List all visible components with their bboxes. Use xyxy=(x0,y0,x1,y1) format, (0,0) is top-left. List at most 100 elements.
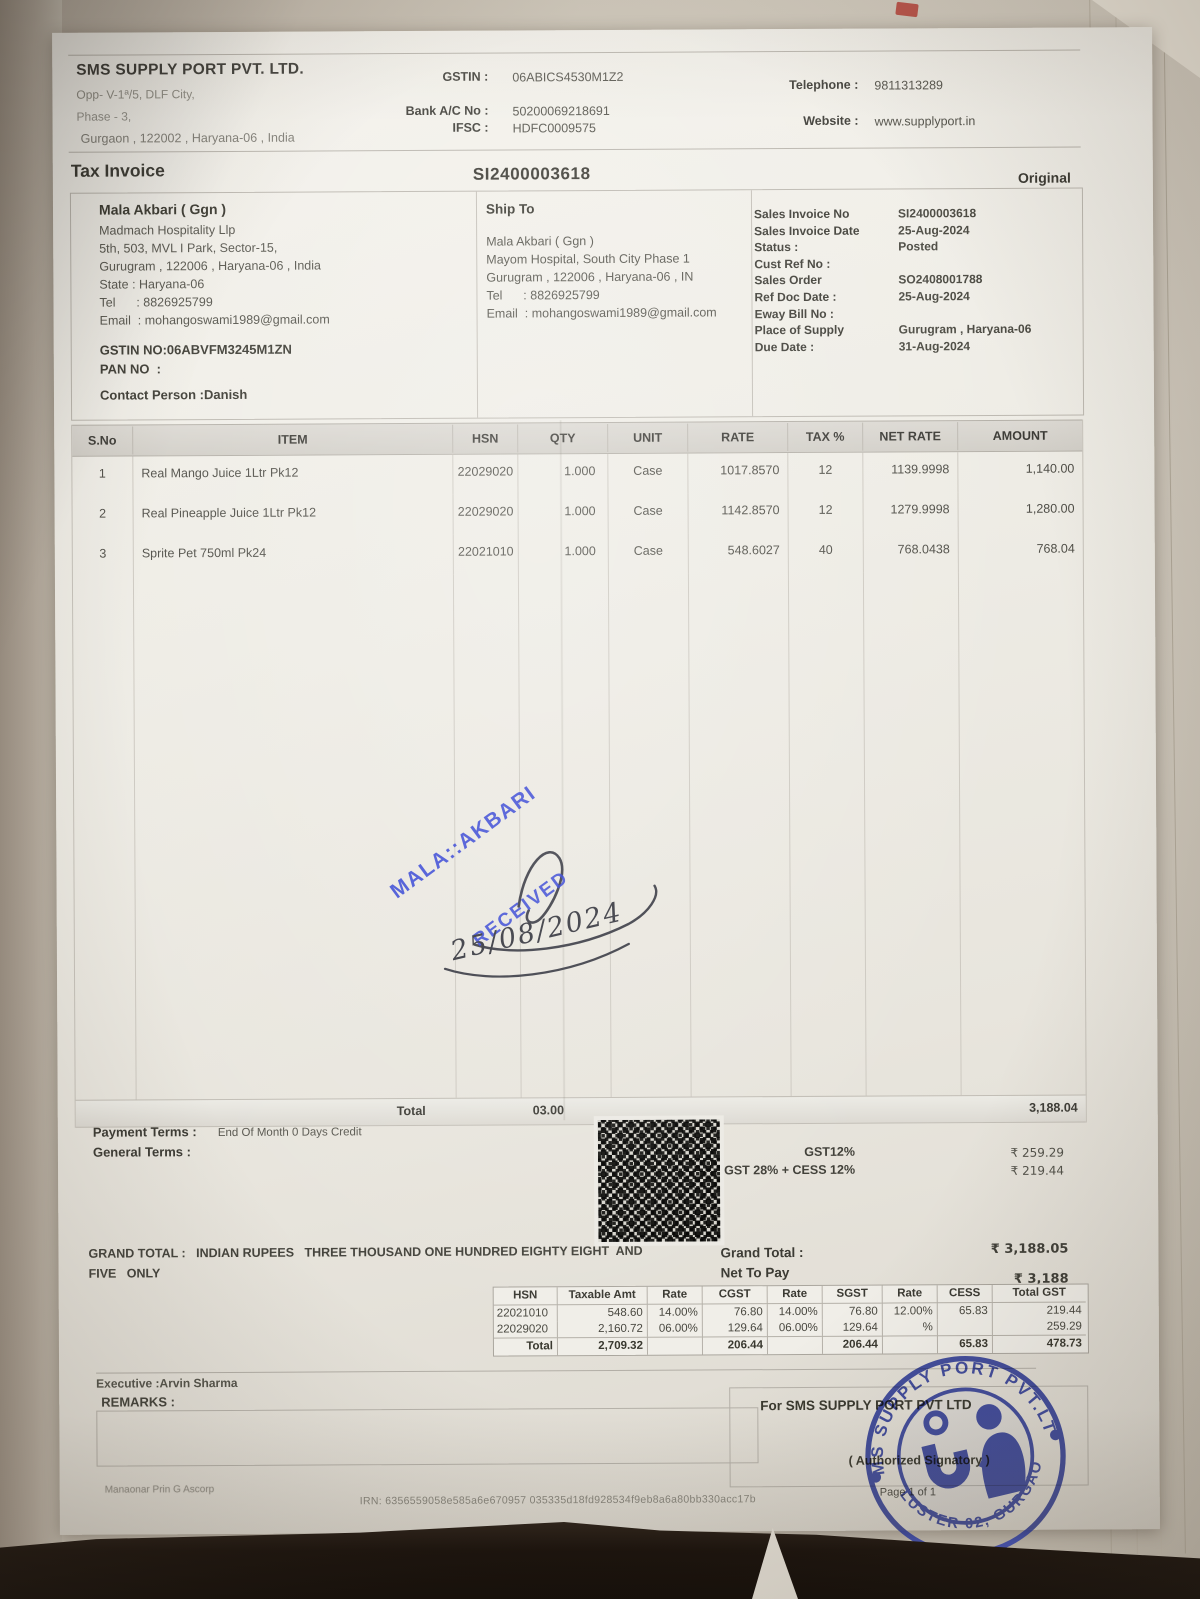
meta-value: Gurugram , Haryana-06 xyxy=(898,321,1032,337)
payment-terms-value: End Of Month 0 Days Credit xyxy=(217,1126,362,1140)
ship-to-line: Mayom Hospital, South City Phase 1 xyxy=(486,251,690,267)
bank-account-value: 50200069218691 xyxy=(512,103,610,119)
tax-col-rate: Rate xyxy=(766,1285,822,1305)
meta-label: Cust Ref No : xyxy=(754,256,831,271)
divider xyxy=(750,190,754,417)
meta-row: Ref Doc Date : 25-Aug-2024 xyxy=(754,287,1078,305)
invoice-meta-block: Sales Invoice No SI2400003618 Sales Invoi… xyxy=(754,205,1079,356)
tax-cell: 219.44 xyxy=(991,1302,1086,1319)
tax-cell-total-label: Total xyxy=(493,1337,558,1356)
cell-tax: 40 xyxy=(787,532,863,574)
items-table-header: S.No ITEM HSN QTY UNIT RATE TAX % NET RA… xyxy=(72,419,1083,457)
cell-hsn: 22029020 xyxy=(452,494,518,535)
bill-to-tel: Tel : 8826925799 xyxy=(99,295,213,310)
executive-name: Executive :Arvin Sharma xyxy=(96,1375,238,1391)
meta-label: Sales Invoice No xyxy=(753,206,850,222)
cell-rate: 548.6027 xyxy=(687,533,788,574)
grand-total-value: ₹ 3,188.05 xyxy=(990,1241,1069,1257)
cell-item: Real Mango Juice 1Ltr Pk12 xyxy=(132,454,453,497)
qr-code xyxy=(593,1115,725,1247)
cell-sno: 3 xyxy=(99,546,107,561)
tax-cell: 206.44 xyxy=(701,1336,768,1355)
grand-total-words-line1: GRAND TOTAL : INDIAN RUPEES THREE THOUSA… xyxy=(88,1243,643,1261)
tax-cell: 206.44 xyxy=(821,1335,883,1354)
company-address-line: Gurgaon , 122002 , Haryana-06 , India xyxy=(80,130,295,146)
ship-to-line: Gurugram , 122006 , Haryana-06 , IN xyxy=(486,269,694,285)
meta-row: Sales Order SO2408001788 xyxy=(754,271,1078,289)
cell-amount: 768.04 xyxy=(957,531,1083,573)
cell-sno: 2 xyxy=(99,506,107,521)
meta-row: Place of Supply Gurugram , Haryana-06 xyxy=(755,321,1079,339)
stamp-dot-left xyxy=(870,1472,882,1483)
remarks-label: REMARKS : xyxy=(101,1394,175,1410)
company-address-line: Phase - 3, xyxy=(76,109,132,124)
meta-value: Posted xyxy=(898,239,939,254)
bill-to-gstin: GSTIN NO:06ABVFM3245M1ZN xyxy=(99,341,292,358)
items-table: S.No ITEM HSN QTY UNIT RATE TAX % NET RA… xyxy=(71,419,1087,1128)
gst-line2-amount: ₹ 219.44 xyxy=(1010,1163,1065,1178)
tax-cell: 12.00% xyxy=(881,1303,937,1320)
items-total-row: Total 03.00 3,188.04 xyxy=(75,1094,1086,1128)
bill-to-line: 5th, 503, MVL I Park, Sector-15, xyxy=(99,240,278,256)
bank-account-label: Bank A/C No : xyxy=(405,103,489,119)
cell-netrate: 768.0438 xyxy=(862,532,958,573)
meta-row: Status : Posted xyxy=(754,238,1078,256)
cell-unit: Case xyxy=(607,533,688,574)
gst-line2-label: GST 28% + CESS 12% xyxy=(724,1162,856,1178)
divider xyxy=(475,191,479,418)
col-header-tax: TAX % xyxy=(787,422,863,452)
bill-to-pan: PAN NO : xyxy=(99,361,162,377)
tax-col-totalgst: Total GST xyxy=(991,1284,1086,1303)
spacer xyxy=(791,1097,866,1123)
gst-line1-amount: ₹ 259.29 xyxy=(1010,1145,1064,1160)
meta-label: Eway Bill No : xyxy=(754,306,834,321)
tax-cell: 06.00% xyxy=(646,1320,702,1337)
gst-line1-label: GST12% xyxy=(804,1144,855,1159)
tax-cell: 14.00% xyxy=(646,1304,702,1321)
company-name: SMS SUPPLY PORT PVT. LTD. xyxy=(76,60,305,79)
meta-row: Sales Invoice Date 25-Aug-2024 xyxy=(754,221,1078,239)
spacer xyxy=(456,1098,521,1124)
meta-label: Due Date : xyxy=(754,339,815,354)
cell-rate: 1142.8570 xyxy=(687,493,788,534)
tax-cell: 65.83 xyxy=(936,1302,992,1320)
payment-terms-label: Payment Terms : xyxy=(92,1124,197,1140)
telephone-value: 9811313289 xyxy=(874,78,943,93)
ship-to-heading: Ship To xyxy=(485,201,535,217)
col-header-unit: UNIT xyxy=(607,423,688,452)
item-row: 3 Sprite Pet 750ml Pk24 22021010 1.000 C… xyxy=(73,531,1083,577)
tax-col-sgst: SGST xyxy=(821,1285,882,1304)
tax-cell: 2,709.32 xyxy=(556,1336,648,1356)
meta-row: Due Date : 31-Aug-2024 xyxy=(755,337,1079,355)
cell-netrate: 1279.9998 xyxy=(862,492,958,533)
bill-to-email: Email : mohangoswami1989@gmail.com xyxy=(99,312,330,328)
invoice-number: SI2400003618 xyxy=(472,164,591,184)
contact-person: Contact Person :Danish xyxy=(99,386,248,403)
tax-cell xyxy=(881,1335,938,1354)
grand-total-label: Grand Total : xyxy=(720,1244,804,1261)
ifsc-label: IFSC : xyxy=(452,120,489,135)
tax-cell: % xyxy=(881,1319,937,1336)
remarks-box xyxy=(96,1407,759,1467)
cell-netrate: 1139.9998 xyxy=(862,452,958,493)
bill-to-line: State : Haryana-06 xyxy=(99,277,205,292)
item-row: 1 Real Mango Juice 1Ltr Pk12 22029020 1.… xyxy=(72,451,1083,497)
company-address-line: Opp- V-1ª/5, DLF City, xyxy=(76,87,195,102)
tax-cell: 129.64 xyxy=(821,1319,882,1336)
cell-unit: Case xyxy=(607,493,688,534)
meta-row: Sales Invoice No SI2400003618 xyxy=(754,205,1078,223)
col-header-rate: RATE xyxy=(687,423,788,452)
item-row: 2 Real Pineapple Juice 1Ltr Pk12 2202902… xyxy=(73,491,1083,537)
irn-text: IRN: 6356559058e585a6e670957 035335d18fd… xyxy=(359,1493,756,1508)
grand-total-words-line2: FIVE ONLY xyxy=(88,1266,161,1281)
tax-cell xyxy=(766,1335,823,1355)
telephone-label: Telephone : xyxy=(789,77,859,93)
col-header-sno: S.No xyxy=(87,433,117,448)
cell-amount: 1,280.00 xyxy=(957,491,1083,533)
tax-col-hsn: HSN xyxy=(493,1287,557,1306)
meta-label: Place of Supply xyxy=(754,322,845,338)
tax-cell: 76.80 xyxy=(821,1303,882,1320)
invoice-paper: SMS SUPPLY PORT PVT. LTD. Opp- V-1ª/5, D… xyxy=(52,27,1160,1557)
tax-cell xyxy=(936,1318,992,1336)
general-terms-label: General Terms : xyxy=(92,1144,192,1160)
